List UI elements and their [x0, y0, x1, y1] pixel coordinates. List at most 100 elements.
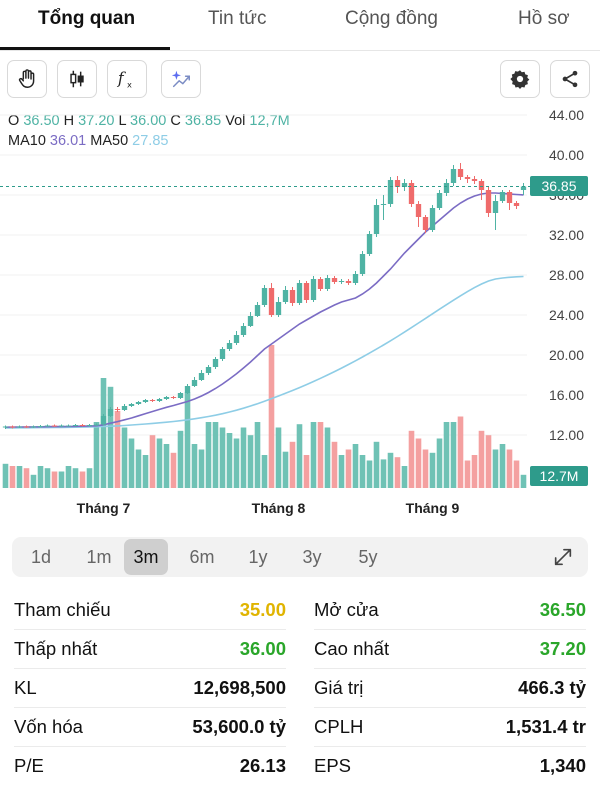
candle-body [401, 183, 408, 187]
volume-bar [366, 460, 373, 488]
gear-icon [510, 70, 530, 89]
candle-body [268, 288, 275, 315]
close-label: C [170, 113, 181, 129]
volume-bar [387, 452, 394, 488]
price-chart[interactable]: 44.00 40.00 36.00 32.00 28.00 24.00 20.00 16.00… [0, 100, 600, 530]
candle-body [345, 281, 352, 283]
stat-value: 12,698,500 [193, 677, 286, 698]
candle-body [142, 400, 149, 402]
candle-body [457, 169, 464, 177]
y-tick-label: 44.00 [549, 107, 584, 123]
volume-bar [408, 430, 415, 488]
candle-body [310, 279, 317, 300]
tab-community[interactable]: Cộng đồng [345, 8, 438, 29]
crosshair-tool-button[interactable] [7, 60, 47, 98]
candle-body [331, 278, 338, 282]
volume-bar [79, 471, 86, 488]
candle-body [114, 409, 121, 410]
candle-body [443, 183, 450, 193]
candle-body [163, 397, 170, 399]
candle-body [422, 217, 429, 230]
candle-body [156, 399, 163, 401]
volume-bar [44, 468, 51, 488]
ai-analysis-button[interactable] [161, 60, 201, 98]
tab-profile[interactable]: Hồ sơ [518, 8, 570, 29]
volume-bar [16, 466, 23, 488]
tab-news[interactable]: Tin tức [208, 8, 267, 29]
range-6m[interactable]: 6m [189, 547, 215, 567]
high-label: H [63, 113, 75, 129]
open-label: O [8, 113, 20, 129]
volume-bar [191, 444, 198, 488]
y-tick-label: 16.00 [549, 387, 584, 403]
stat-value: 36.00 [239, 638, 286, 659]
tab-overview[interactable]: Tổng quan [38, 8, 136, 29]
volume-bar [471, 455, 478, 488]
range-3y[interactable]: 3y [302, 547, 322, 567]
svg-text:f: f [117, 70, 127, 88]
volume-bar [2, 463, 9, 488]
candle-body [212, 359, 219, 367]
close-value: 36.85 [184, 113, 222, 129]
candle-body [107, 409, 114, 416]
volume-bar [415, 438, 422, 488]
range-1d[interactable]: 1d [30, 547, 52, 567]
volume-bar [485, 435, 492, 488]
candle-body [275, 302, 282, 315]
candle-body [128, 404, 135, 406]
stat-value-traded: Giá trị 466.3 tỷ [314, 668, 586, 708]
range-5y[interactable]: 5y [358, 547, 378, 567]
candle-body [121, 406, 128, 410]
candle-body [303, 283, 310, 300]
stat-pe: P/E 26.13 [14, 746, 286, 785]
volume-bar [359, 455, 366, 488]
indicators-button[interactable]: f x [107, 60, 147, 98]
expand-chart-button[interactable] [552, 546, 574, 573]
chart-settings-button[interactable] [500, 60, 540, 98]
y-tick-label: 24.00 [549, 307, 584, 323]
volume-bar [93, 422, 100, 488]
candle-body [478, 181, 485, 190]
stat-label: Tham chiếu [14, 599, 111, 620]
ma10-value: 36.01 [49, 133, 87, 149]
volume-bar [520, 474, 527, 488]
candle-body [261, 288, 268, 305]
volume-bar [478, 430, 485, 488]
ohlc-legend: O 36.50 H 37.20 L 36.00 C 36.85 Vol 12,7… [8, 113, 290, 129]
volume-bar [345, 449, 352, 488]
share-icon [562, 70, 578, 88]
stat-label: Giá trị [314, 677, 364, 698]
volume-bar [184, 392, 191, 488]
volume-bar [492, 449, 499, 488]
candle-body [93, 424, 100, 426]
candle-body [177, 393, 184, 398]
candle-body [387, 180, 394, 204]
svg-text:x: x [127, 79, 132, 89]
volume-bar [282, 451, 289, 488]
share-button[interactable] [550, 60, 590, 98]
volume-bar [247, 435, 254, 488]
top-tab-bar: Tổng quan Tin tức Cộng đồng Hồ sơ [0, 0, 600, 51]
chart-type-button[interactable] [57, 60, 97, 98]
candle-body [366, 234, 373, 254]
volume-bar [114, 411, 121, 488]
volume-bar [156, 438, 163, 488]
candle-body [492, 201, 499, 213]
range-1m[interactable]: 1m [86, 547, 112, 567]
candle-body [296, 283, 303, 303]
stat-open: Mở cửa 36.50 [314, 590, 586, 630]
candle-body [23, 426, 30, 428]
last-price-tag: 36.85 [530, 176, 588, 196]
stat-label: CPLH [314, 716, 364, 737]
range-3m[interactable]: 3m [124, 539, 168, 575]
range-1y[interactable]: 1y [248, 547, 268, 567]
volume-bar [303, 455, 310, 488]
y-tick-label: 28.00 [549, 267, 584, 283]
candle-body [240, 326, 247, 335]
candle-body [100, 416, 107, 425]
volume-bar [51, 471, 58, 488]
candle-body [2, 426, 9, 428]
volume-bar [310, 422, 317, 488]
candle-body [506, 192, 513, 203]
candle-body [450, 169, 457, 183]
